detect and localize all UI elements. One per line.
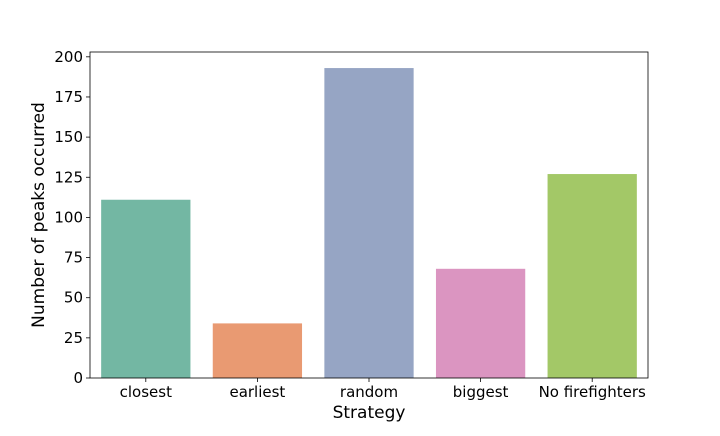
y-tick-label: 0 <box>73 369 83 387</box>
x-axis-label: Strategy <box>333 403 406 423</box>
x-tick-label: biggest <box>453 383 509 401</box>
bars-layer <box>101 68 637 378</box>
x-tick-label: No firefighters <box>539 383 646 401</box>
bar-biggest <box>435 268 526 378</box>
bar-earliest <box>212 323 303 378</box>
x-axis-ticks: closest earliest random biggest No firefight… <box>120 378 646 401</box>
y-tick-label: 125 <box>54 168 83 186</box>
y-axis-label: Number of peaks occurred <box>29 102 49 328</box>
y-axis-ticks: 0 25 50 75 100 125 150 175 200 <box>54 48 90 387</box>
x-tick-label: earliest <box>229 383 285 401</box>
x-tick-label: closest <box>120 383 172 401</box>
plot-frame <box>89 51 649 379</box>
y-tick-label: 150 <box>54 128 83 146</box>
bar-closest <box>101 199 191 378</box>
y-tick-label: 100 <box>54 208 83 226</box>
y-tick-label: 175 <box>54 88 83 106</box>
x-tick-label: random <box>340 383 398 401</box>
bar-random <box>324 68 414 378</box>
y-tick-label: 75 <box>64 249 83 267</box>
y-tick-label: 200 <box>54 48 83 66</box>
y-tick-label: 25 <box>64 329 83 347</box>
y-tick-label: 50 <box>64 289 83 307</box>
bar-no-firefighters <box>547 174 637 378</box>
